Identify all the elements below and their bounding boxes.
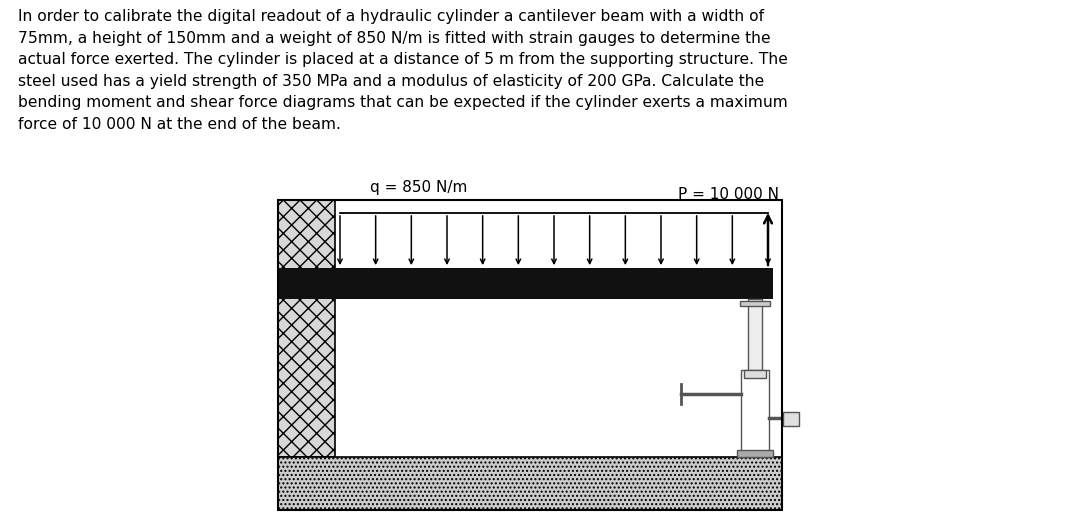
Bar — [278, 457, 782, 510]
Bar — [278, 200, 782, 510]
Bar — [744, 370, 766, 378]
Text: P = 10 000 N: P = 10 000 N — [678, 187, 779, 202]
Bar — [278, 268, 773, 299]
Bar — [748, 299, 762, 370]
Bar — [278, 200, 335, 457]
Bar — [740, 301, 770, 306]
Text: In order to calibrate the digital readout of a hydraulic cylinder a cantilever b: In order to calibrate the digital readou… — [18, 9, 788, 132]
Bar — [737, 450, 773, 457]
Bar — [783, 412, 799, 425]
Text: q = 850 N/m: q = 850 N/m — [370, 180, 468, 195]
Bar — [741, 370, 769, 457]
